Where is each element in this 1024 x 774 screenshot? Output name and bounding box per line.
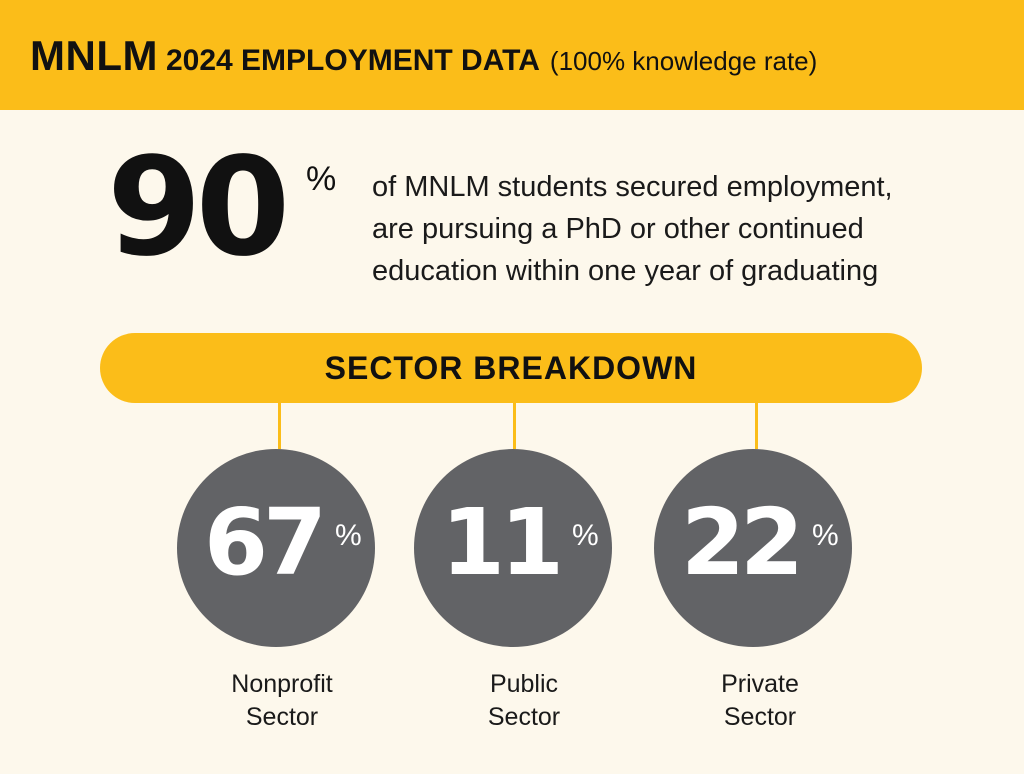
connector-line	[513, 403, 516, 449]
sector-label-line: Private	[721, 670, 799, 698]
sector-percent-sign: %	[572, 519, 599, 552]
sector-label-line: Nonprofit	[231, 670, 333, 698]
sector-percent-sign: %	[335, 519, 362, 552]
highlight-description-line: education within one year of graduating	[372, 255, 879, 287]
highlight-description-line: are pursuing a PhD or other continued	[372, 213, 864, 245]
sector-breakdown-label: SECTOR BREAKDOWN	[324, 349, 698, 386]
sector-label-line: Sector	[487, 703, 561, 731]
highlight-description: of MNLM students secured employment, are…	[372, 166, 992, 292]
highlight-description-line: of MNLM students secured employment,	[372, 171, 893, 203]
sector-label-line: Public	[489, 670, 559, 698]
sector-value: 11	[440, 489, 564, 596]
header-note: (100% knowledge rate)	[549, 46, 818, 76]
highlight-value: 90	[107, 129, 290, 287]
sector-value: 67	[203, 489, 327, 596]
sector-circle-public: 11 %	[414, 449, 612, 647]
sector-circle-nonprofit: 67 %	[177, 449, 375, 647]
sector-label-line: Sector	[245, 703, 319, 731]
sector-label-nonprofit: Nonprofit Sector	[172, 668, 392, 734]
sector-circle-private: 22 %	[654, 449, 852, 647]
header-banner: MNLM 2024 EMPLOYMENT DATA (100% knowledge …	[0, 0, 1024, 110]
sector-label-line: Sector	[723, 703, 797, 731]
sector-label-public: Public Sector	[414, 668, 634, 734]
sector-percent-sign: %	[812, 519, 839, 552]
header-title: MNLM 2024 EMPLOYMENT DATA (100% knowledge …	[30, 32, 817, 80]
sector-value: 22	[680, 489, 804, 596]
connector-line	[278, 403, 281, 449]
sector-breakdown-bar: SECTOR BREAKDOWN	[100, 333, 922, 403]
sector-label-private: Private Sector	[650, 668, 870, 734]
header-main-title: 2024 EMPLOYMENT DATA	[165, 44, 540, 77]
header-brand: MNLM	[30, 32, 158, 79]
connector-line	[755, 403, 758, 449]
highlight-percent-sign: %	[306, 160, 337, 198]
